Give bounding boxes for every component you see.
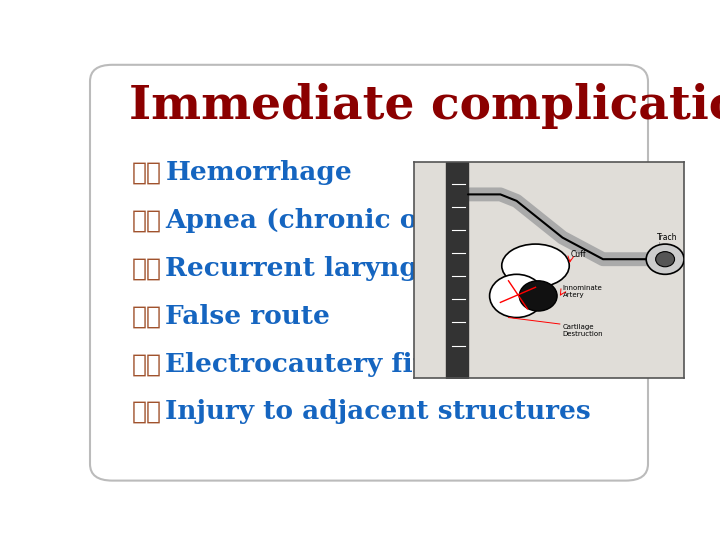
Circle shape: [656, 252, 675, 267]
Circle shape: [519, 281, 557, 311]
Circle shape: [490, 274, 544, 318]
Text: Recurrent laryngeal n. injury: Recurrent laryngeal n. injury: [166, 256, 595, 281]
Text: ☙☘: ☙☘: [132, 305, 162, 328]
Circle shape: [647, 244, 684, 274]
Text: ☙☘: ☙☘: [132, 209, 162, 233]
Text: False route: False route: [166, 304, 330, 329]
Text: ☙☘: ☙☘: [132, 161, 162, 185]
Text: Cuff: Cuff: [570, 250, 586, 259]
Text: Immediate complications: Immediate complications: [129, 83, 720, 130]
Ellipse shape: [502, 244, 570, 287]
Text: ☙☘: ☙☘: [132, 400, 162, 424]
Text: Innominate
Artery: Innominate Artery: [562, 285, 602, 298]
FancyBboxPatch shape: [90, 65, 648, 481]
Text: ☙☘: ☙☘: [132, 256, 162, 281]
Text: Apnea (chronic obstructive): Apnea (chronic obstructive): [166, 208, 579, 233]
Text: ☙☘: ☙☘: [132, 352, 162, 376]
Text: Electrocautery fire: Electrocautery fire: [166, 352, 444, 377]
Text: Injury to adjacent structures: Injury to adjacent structures: [166, 400, 591, 424]
Text: Trach: Trach: [657, 233, 678, 242]
Text: Hemorrhage: Hemorrhage: [166, 160, 352, 185]
Text: Cartilage
Destruction: Cartilage Destruction: [562, 324, 603, 337]
